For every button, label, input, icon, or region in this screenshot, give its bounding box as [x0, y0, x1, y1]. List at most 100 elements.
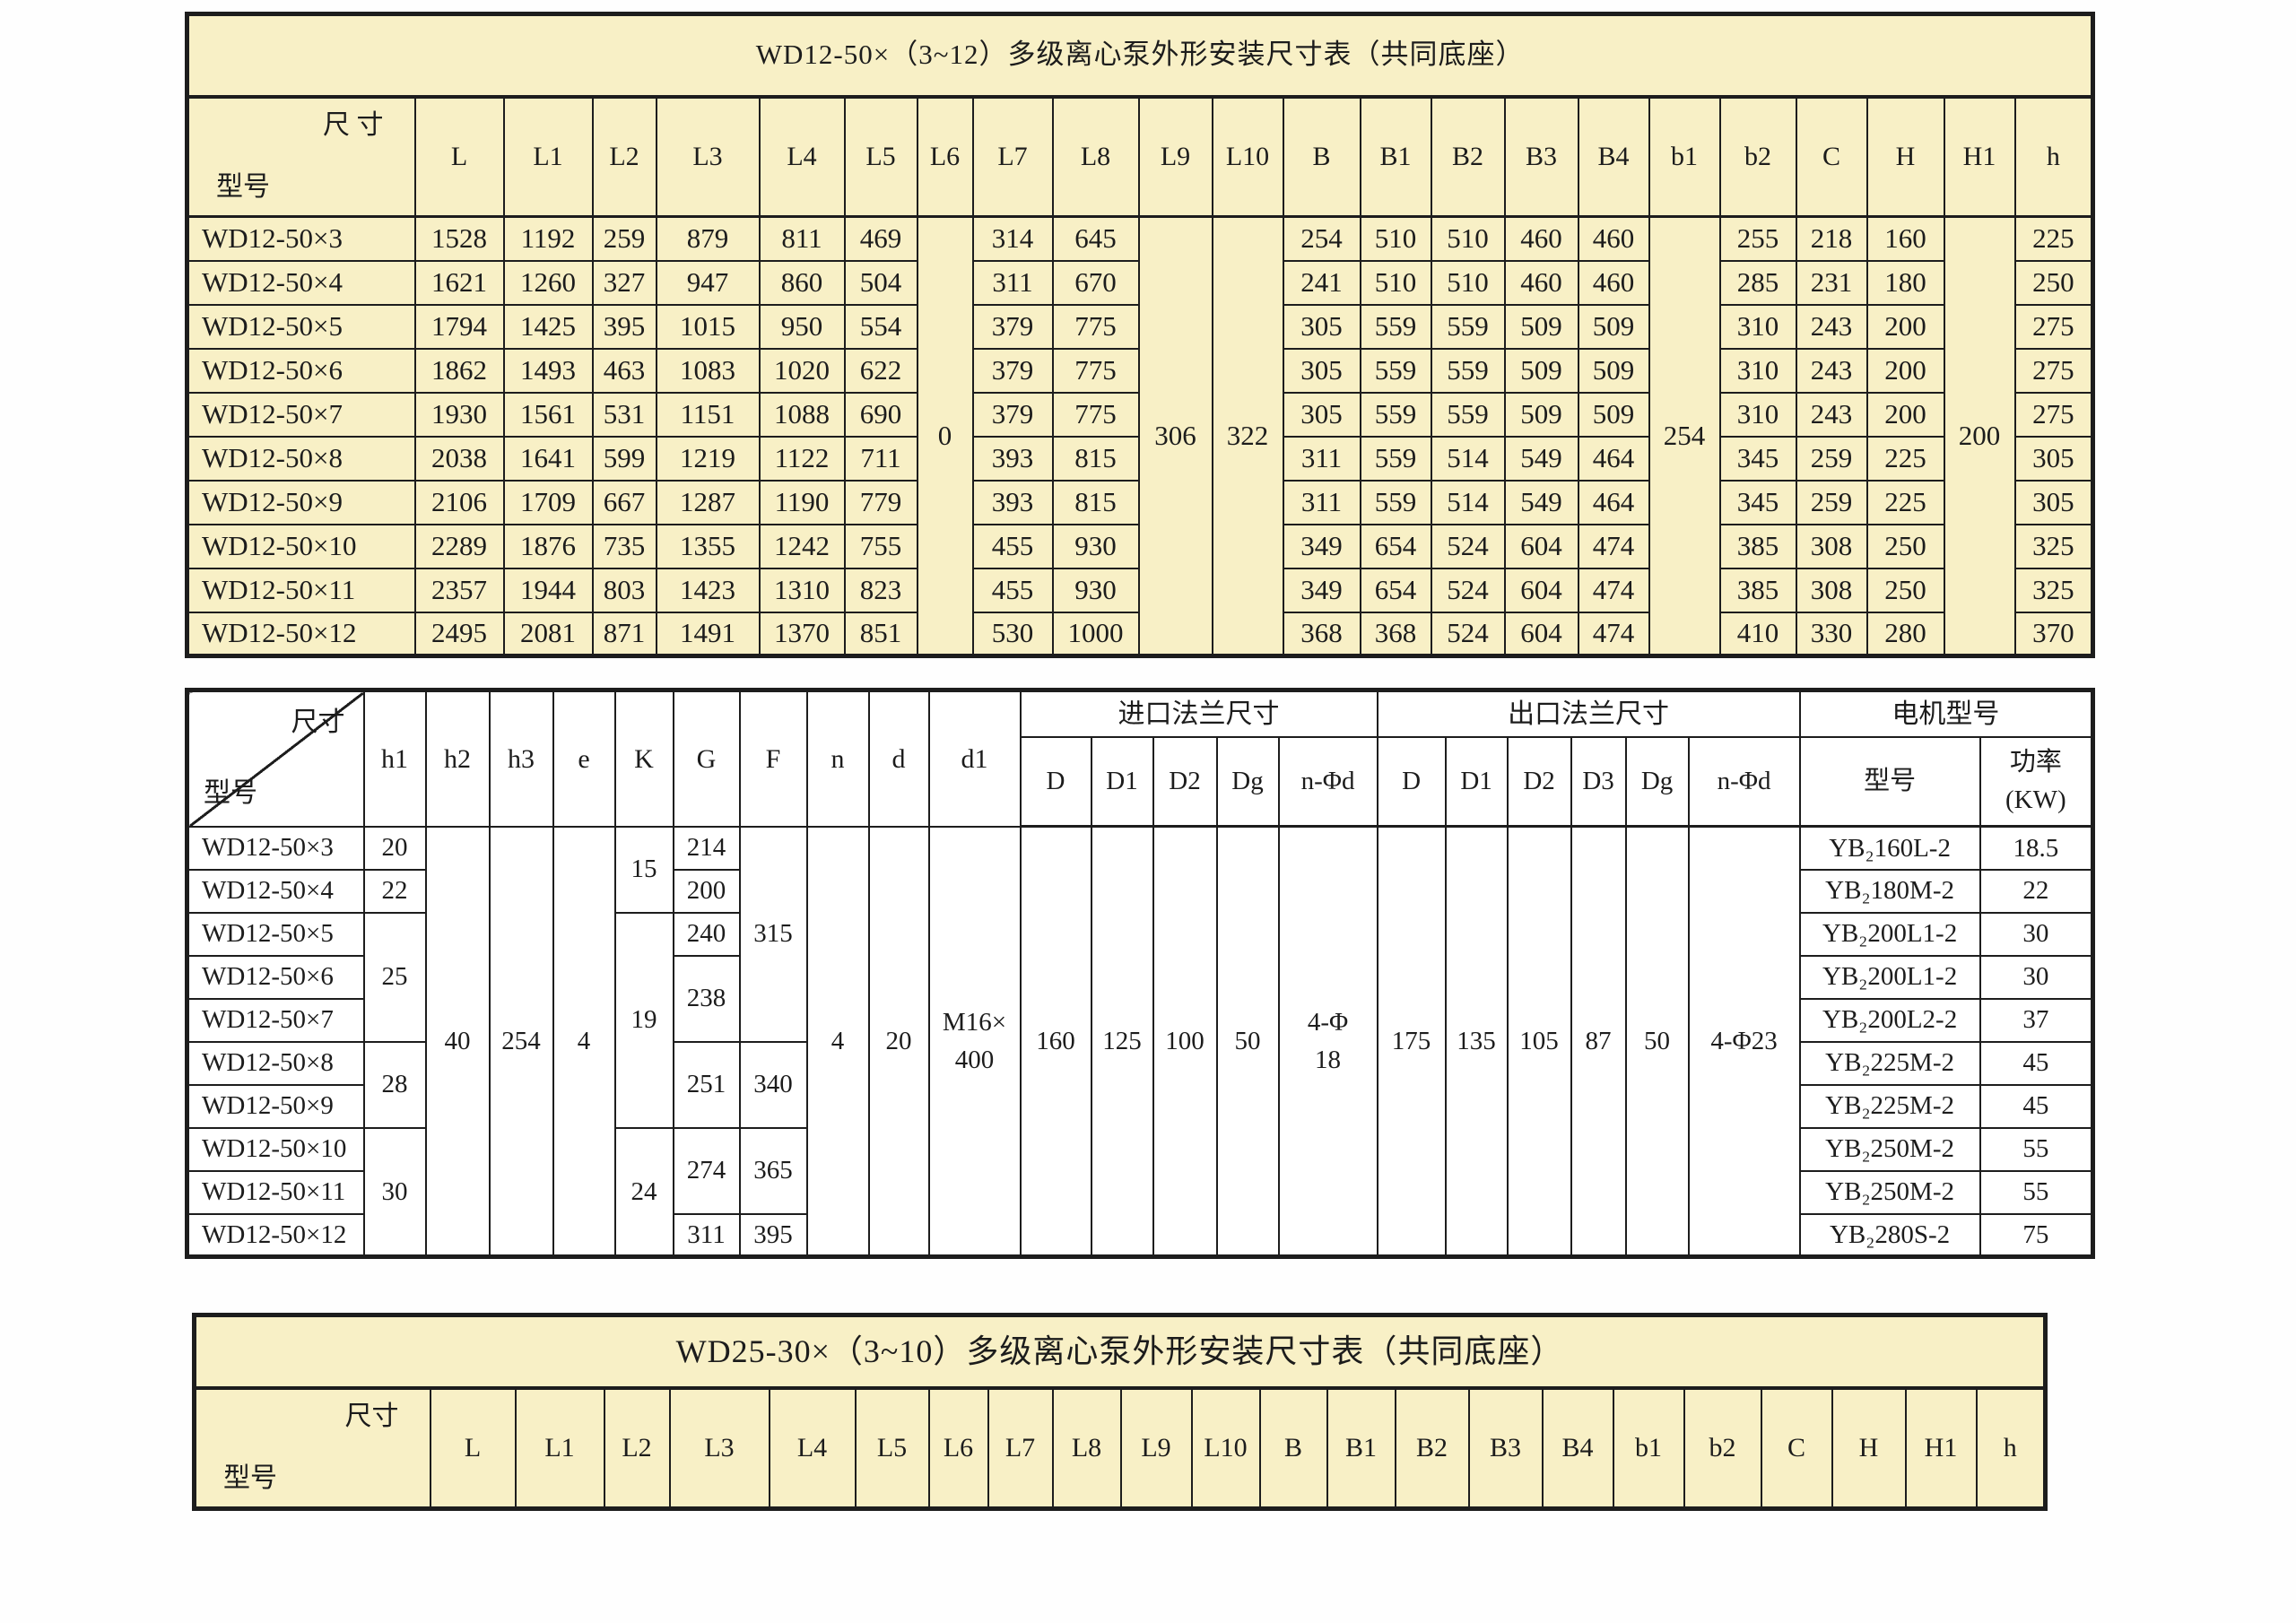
value-cell: 779 — [845, 481, 918, 525]
value-cell: 815 — [1053, 481, 1139, 525]
column-header: L3 — [657, 97, 760, 217]
column-header: L5 — [856, 1388, 929, 1509]
value-cell: YB₂250M-2 — [1800, 1128, 1980, 1171]
value-cell: 1083 — [657, 349, 760, 393]
value-cell: 254 — [1649, 217, 1720, 656]
value-cell: 667 — [593, 481, 657, 525]
value-cell: 225 — [2015, 217, 2093, 261]
value-cell: 254 — [1283, 217, 1361, 261]
value-cell: 368 — [1283, 612, 1361, 656]
value-cell: 1190 — [760, 481, 845, 525]
value-cell: 200 — [1867, 393, 1944, 437]
value-cell: 254 — [490, 827, 553, 1257]
column-header: b2 — [1684, 1388, 1761, 1509]
value-cell: 410 — [1720, 612, 1796, 656]
value-cell: 243 — [1796, 349, 1867, 393]
column-header: b1 — [1613, 1388, 1684, 1509]
value-cell: 395 — [593, 305, 657, 349]
table3-title-row: WD25-30×（3~10）多级离心泵外形安装尺寸表（共同底座） — [195, 1315, 2046, 1388]
column-header: h1 — [364, 690, 426, 827]
table1-header-row: 尺 寸 型号 LL1L2L3L4L5L6L7L8L9L10BB1B2B3B4b1… — [187, 97, 2093, 217]
value-cell: 385 — [1720, 525, 1796, 568]
value-cell: 259 — [1796, 481, 1867, 525]
value-cell: 755 — [845, 525, 918, 568]
value-cell: 30 — [1980, 956, 2093, 999]
value-cell: 345 — [1720, 481, 1796, 525]
column-header: B2 — [1431, 97, 1505, 217]
column-header: L10 — [1192, 1388, 1260, 1509]
value-cell: YB₂200L1-2 — [1800, 956, 1980, 999]
value-cell: 1192 — [504, 217, 593, 261]
value-cell: 1151 — [657, 393, 760, 437]
value-cell: 379 — [973, 349, 1053, 393]
column-header: D — [1378, 737, 1446, 827]
value-cell: 225 — [1867, 437, 1944, 481]
value-cell: 241 — [1283, 261, 1361, 305]
value-cell: 1020 — [760, 349, 845, 393]
value-cell: 22 — [1980, 870, 2093, 913]
corner-label-model: 型号 — [216, 168, 270, 207]
value-cell: 460 — [1578, 261, 1649, 305]
value-cell: 135 — [1446, 827, 1508, 1257]
value-cell: 379 — [973, 393, 1053, 437]
value-cell: 823 — [845, 568, 918, 612]
model-cell: WD12-50×3 — [187, 217, 415, 261]
value-cell: 464 — [1578, 481, 1649, 525]
table-wd12-50-details: 尺寸 型号 h1h2h3eKGFndd1进口法兰尺寸出口法兰尺寸电机型号 DD1… — [185, 688, 2095, 1259]
model-cell: WD12-50×7 — [187, 393, 415, 437]
value-cell: 460 — [1578, 217, 1649, 261]
value-cell: 4-Φ 18 — [1279, 827, 1378, 1257]
value-cell: 531 — [593, 393, 657, 437]
column-header: h2 — [426, 690, 490, 827]
model-cell: WD12-50×11 — [187, 568, 415, 612]
value-cell: 240 — [674, 913, 740, 956]
column-header: L10 — [1213, 97, 1283, 217]
model-cell: WD12-50×3 — [187, 827, 364, 870]
value-cell: 2357 — [415, 568, 504, 612]
value-cell: 385 — [1720, 568, 1796, 612]
column-header: L — [415, 97, 504, 217]
table3-title: WD25-30×（3~10）多级离心泵外形安装尺寸表（共同底座） — [195, 1315, 2046, 1388]
column-header: L7 — [973, 97, 1053, 217]
value-cell: 604 — [1505, 568, 1578, 612]
column-header: D — [1021, 737, 1091, 827]
value-cell: 549 — [1505, 481, 1578, 525]
model-cell: WD12-50×4 — [187, 261, 415, 305]
table-wd25-30-dimensions: WD25-30×（3~10）多级离心泵外形安装尺寸表（共同底座） 尺寸 型号 L… — [192, 1313, 2048, 1511]
corner-label-size: 尺寸 — [291, 703, 345, 742]
value-cell: 368 — [1361, 612, 1431, 656]
value-cell: 55 — [1980, 1171, 2093, 1214]
value-cell: 735 — [593, 525, 657, 568]
value-cell: 469 — [845, 217, 918, 261]
column-header: K — [615, 690, 674, 827]
value-cell: 463 — [593, 349, 657, 393]
value-cell: 310 — [1720, 349, 1796, 393]
value-cell: 4 — [553, 827, 615, 1257]
column-header: L6 — [918, 97, 973, 217]
value-cell: 775 — [1053, 393, 1139, 437]
value-cell: 509 — [1578, 305, 1649, 349]
value-cell: 524 — [1431, 568, 1505, 612]
value-cell: 1862 — [415, 349, 504, 393]
value-cell: 1876 — [504, 525, 593, 568]
model-cell: WD12-50×11 — [187, 1171, 364, 1214]
value-cell: 325 — [2015, 568, 2093, 612]
column-header: L5 — [845, 97, 918, 217]
column-header: h3 — [490, 690, 553, 827]
value-cell: 20 — [869, 827, 929, 1257]
value-cell: 599 — [593, 437, 657, 481]
value-cell: 345 — [1720, 437, 1796, 481]
column-header: L4 — [770, 1388, 856, 1509]
value-cell: 1219 — [657, 437, 760, 481]
value-cell: 645 — [1053, 217, 1139, 261]
value-cell: 255 — [1720, 217, 1796, 261]
value-cell: 1491 — [657, 612, 760, 656]
model-cell: WD12-50×5 — [187, 305, 415, 349]
model-cell: WD12-50×9 — [187, 1085, 364, 1128]
value-cell: 322 — [1213, 217, 1283, 656]
document-page: WD12-50×（3~12）多级离心泵外形安装尺寸表（共同底座） 尺 寸 型号 … — [0, 0, 2296, 1623]
column-header: L — [430, 1388, 516, 1509]
model-cell: WD12-50×8 — [187, 437, 415, 481]
value-cell: 474 — [1578, 612, 1649, 656]
value-cell: 349 — [1283, 568, 1361, 612]
